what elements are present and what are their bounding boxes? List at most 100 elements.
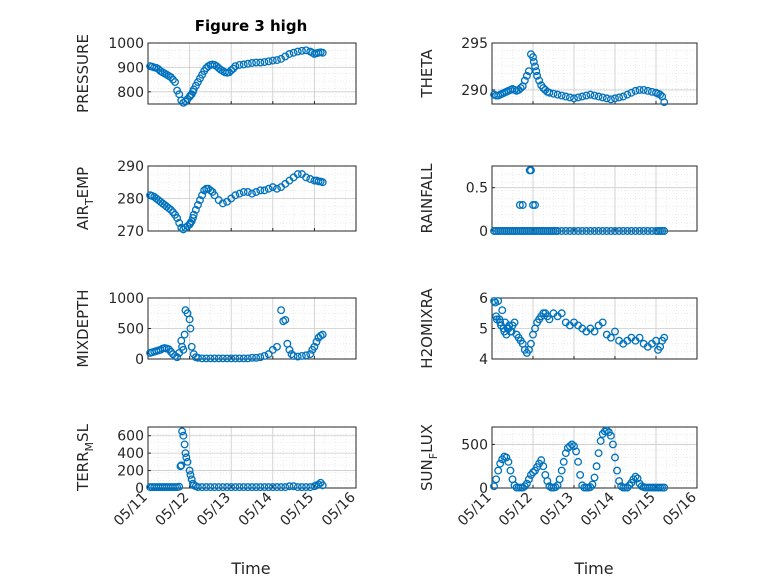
data-point xyxy=(252,58,261,67)
data-point xyxy=(302,483,311,492)
data-point xyxy=(297,352,306,360)
data-point xyxy=(260,58,269,66)
y-tick-label: 4 xyxy=(479,352,488,368)
data-point xyxy=(613,466,621,475)
data-point xyxy=(561,92,570,101)
data-point xyxy=(492,475,501,484)
y-axis-label: TERRMSL xyxy=(74,423,96,492)
data-point xyxy=(594,449,603,458)
axes-box xyxy=(147,426,357,489)
data-point xyxy=(557,227,566,235)
x-tick-label: 05/12 xyxy=(496,490,536,530)
data-point xyxy=(223,483,231,492)
subplot-mixdepth: 0 500 1000 MIXDEPTH xyxy=(74,289,357,368)
y-tick-label: 800 xyxy=(117,85,144,101)
data-point xyxy=(524,67,533,76)
data-point xyxy=(243,59,252,68)
data-point xyxy=(527,339,535,348)
y-tick-label: 270 xyxy=(117,224,144,240)
data-point xyxy=(570,227,578,235)
data-point xyxy=(198,354,207,363)
data-point xyxy=(602,227,611,235)
data-point xyxy=(175,482,184,491)
data-point xyxy=(181,97,190,106)
data-point xyxy=(183,457,192,466)
data-point xyxy=(289,482,298,491)
data-point xyxy=(598,93,607,102)
data-point xyxy=(574,227,583,235)
data-point xyxy=(520,76,529,85)
y-tick-label: 0.5 xyxy=(466,181,488,197)
data-point xyxy=(229,64,238,73)
data-point xyxy=(256,353,265,362)
data-point xyxy=(533,71,542,80)
data-point xyxy=(516,84,525,92)
data-point xyxy=(166,205,175,214)
data-point xyxy=(252,483,261,492)
data-point xyxy=(277,483,286,492)
data-point xyxy=(555,475,564,484)
data-point xyxy=(260,186,269,195)
data-point xyxy=(551,483,560,492)
x-tick-label: 05/15 xyxy=(619,490,659,530)
data-point xyxy=(289,48,298,57)
data-point xyxy=(643,86,652,95)
data-point xyxy=(256,186,265,195)
data-point xyxy=(660,483,669,492)
y-tick-label: 500 xyxy=(117,322,144,338)
data-point xyxy=(268,183,277,192)
data-point xyxy=(627,88,636,97)
data-point xyxy=(502,453,511,462)
y-tick-label: 280 xyxy=(117,192,144,208)
data-point xyxy=(277,306,286,315)
data-point xyxy=(586,227,595,235)
data-point xyxy=(231,354,240,363)
y-tick-label: 0 xyxy=(135,481,144,497)
data-point xyxy=(611,327,619,336)
axes-box xyxy=(491,165,698,232)
data-point xyxy=(532,67,541,76)
x-tick-label: 05/13 xyxy=(194,490,234,530)
data-point xyxy=(529,57,538,66)
data-point xyxy=(494,466,503,475)
data-point xyxy=(227,483,236,492)
y-tick-label: 0 xyxy=(479,481,488,497)
data-point xyxy=(252,353,261,362)
data-point xyxy=(590,327,599,336)
data-point xyxy=(173,214,182,222)
data-point xyxy=(598,318,607,327)
data-point xyxy=(606,95,615,104)
y-axis-label: MIXDEPTH xyxy=(74,289,92,367)
data-point xyxy=(660,333,669,342)
data-point xyxy=(252,188,261,196)
data-point xyxy=(264,184,273,193)
data-point xyxy=(176,462,185,471)
data-point xyxy=(243,483,252,492)
data-point xyxy=(231,62,240,71)
data-point xyxy=(619,92,628,101)
data-point xyxy=(173,353,182,362)
data-point xyxy=(223,354,231,363)
data-point xyxy=(260,483,269,492)
data-point xyxy=(615,93,624,102)
data-point xyxy=(264,483,273,492)
data-point xyxy=(293,47,302,56)
y-axis-label: THETA xyxy=(418,49,436,99)
y-tick-label: 5 xyxy=(479,322,488,338)
x-axis-title-left: Time xyxy=(230,559,270,578)
data-point xyxy=(289,352,298,360)
data-point xyxy=(557,91,566,100)
data-point xyxy=(557,309,566,318)
data-point xyxy=(527,166,535,175)
x-tick-label: 05/16 xyxy=(319,489,359,529)
data-point xyxy=(643,227,652,235)
data-point xyxy=(243,188,252,196)
data-point xyxy=(586,90,595,99)
y-tick-label: 400 xyxy=(117,446,144,462)
data-point xyxy=(588,480,597,489)
y-axis-label: H2OMIXRA xyxy=(418,288,436,369)
data-point xyxy=(510,318,519,327)
data-point xyxy=(531,201,539,209)
data-point xyxy=(609,440,617,449)
data-point xyxy=(285,345,294,354)
